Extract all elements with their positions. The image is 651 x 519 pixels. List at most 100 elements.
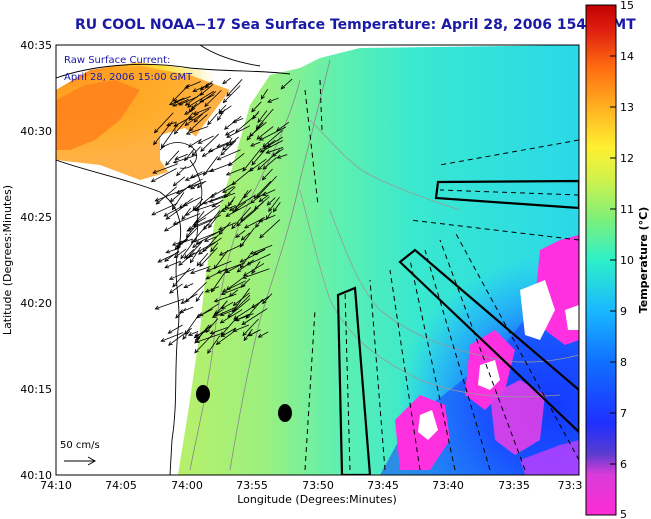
current-vector bbox=[262, 293, 273, 304]
current-vector-head bbox=[221, 146, 227, 151]
current-vector-head bbox=[178, 261, 183, 266]
current-vector bbox=[218, 104, 227, 114]
current-vector-head bbox=[176, 244, 181, 250]
current-vector bbox=[184, 249, 195, 259]
current-vector-head bbox=[192, 110, 198, 115]
current-vector-head bbox=[223, 193, 229, 199]
current-vector bbox=[222, 77, 232, 84]
current-vector-head bbox=[173, 129, 179, 135]
current-vector bbox=[209, 162, 232, 172]
current-vector-head bbox=[258, 197, 264, 203]
current-vector bbox=[192, 198, 204, 211]
current-vector-head bbox=[204, 102, 209, 108]
current-vector-head bbox=[172, 220, 178, 225]
current-vector-head bbox=[194, 332, 200, 337]
x-tick-label: 73:35 bbox=[498, 479, 530, 492]
current-vector-head bbox=[216, 269, 222, 274]
current-vector-head bbox=[188, 127, 194, 132]
current-vector-head bbox=[260, 94, 265, 100]
current-vector bbox=[180, 242, 194, 259]
current-vector-head bbox=[240, 217, 245, 222]
current-vector-head bbox=[192, 243, 197, 248]
current-vector-head bbox=[255, 223, 260, 228]
current-vector bbox=[217, 262, 245, 274]
boundary-polygon-1 bbox=[336, 286, 372, 475]
current-vector bbox=[233, 304, 257, 320]
x-axis-label: Longitude (Degrees:Minutes) bbox=[237, 493, 397, 506]
current-vector bbox=[205, 286, 220, 293]
current-vector-head bbox=[199, 98, 205, 103]
current-vector-head bbox=[207, 120, 212, 126]
current-vector bbox=[173, 116, 193, 127]
current-vector bbox=[151, 203, 178, 216]
current-vector-head bbox=[240, 236, 246, 241]
current-vector-head bbox=[220, 291, 226, 296]
current-vector bbox=[169, 95, 191, 106]
x-tick-label: 73:3 bbox=[558, 479, 583, 492]
current-vector bbox=[229, 195, 256, 211]
current-vector-head bbox=[251, 269, 256, 275]
current-vector-head bbox=[256, 135, 262, 140]
current-vector bbox=[161, 332, 184, 342]
current-vector-head bbox=[172, 282, 177, 288]
current-vector bbox=[223, 85, 241, 103]
current-vector-head bbox=[196, 183, 202, 189]
current-vector bbox=[219, 105, 232, 115]
current-vector-head bbox=[209, 168, 215, 173]
current-vector bbox=[153, 121, 173, 145]
current-vector-head bbox=[204, 288, 210, 293]
current-vector-head bbox=[166, 122, 172, 127]
current-vector-head bbox=[265, 215, 270, 221]
current-vector bbox=[174, 97, 185, 103]
current-vector bbox=[188, 331, 199, 336]
current-vector-head bbox=[257, 165, 262, 171]
current-vector bbox=[191, 91, 217, 110]
current-vector-head bbox=[259, 233, 264, 239]
current-vector bbox=[176, 178, 203, 194]
current-vector-head bbox=[218, 251, 224, 256]
sst-field bbox=[56, 45, 579, 475]
current-vector bbox=[197, 181, 206, 189]
current-vector bbox=[227, 298, 251, 318]
current-vector-head bbox=[172, 159, 178, 164]
x-tick-label: 74:00 bbox=[171, 479, 203, 492]
current-vector-head bbox=[226, 133, 231, 138]
current-vector bbox=[196, 324, 212, 340]
current-vector bbox=[176, 227, 198, 249]
current-vector-head bbox=[184, 176, 190, 181]
current-vector bbox=[178, 96, 199, 106]
current-vector bbox=[169, 268, 196, 280]
current-vectors bbox=[150, 77, 293, 354]
current-vector-head bbox=[232, 327, 238, 332]
current-vector bbox=[221, 327, 237, 337]
current-vector bbox=[266, 136, 283, 148]
current-vector-head bbox=[249, 142, 255, 147]
current-vector-head bbox=[253, 194, 259, 200]
current-vector-head bbox=[164, 264, 170, 269]
current-vector bbox=[174, 112, 194, 135]
current-vector-head bbox=[218, 110, 224, 115]
current-vector-head bbox=[195, 240, 201, 245]
current-vector-head bbox=[220, 151, 225, 156]
y-tick-label: 40:20 bbox=[20, 297, 52, 310]
current-vector-head bbox=[248, 132, 254, 137]
current-vector bbox=[163, 206, 183, 217]
current-vector-head bbox=[231, 119, 237, 124]
current-vector bbox=[172, 192, 185, 210]
current-vector bbox=[209, 192, 236, 203]
current-vector-head bbox=[222, 79, 227, 85]
current-vector-head bbox=[203, 238, 209, 242]
current-vector bbox=[154, 112, 174, 134]
current-vector-head bbox=[182, 202, 188, 207]
colorbar-ticks: 15 14 13 12 11 10 9 8 7 6 5 bbox=[620, 0, 634, 519]
current-vector-head bbox=[234, 317, 240, 321]
current-vector bbox=[249, 158, 267, 172]
colorbar-tick: 6 bbox=[620, 458, 627, 471]
current-vector-head bbox=[189, 270, 195, 274]
boundary-polygon-3 bbox=[434, 179, 579, 210]
current-vector-head bbox=[163, 212, 169, 217]
current-vector bbox=[215, 300, 228, 315]
current-vector bbox=[196, 303, 220, 319]
current-vector-head bbox=[210, 287, 216, 293]
